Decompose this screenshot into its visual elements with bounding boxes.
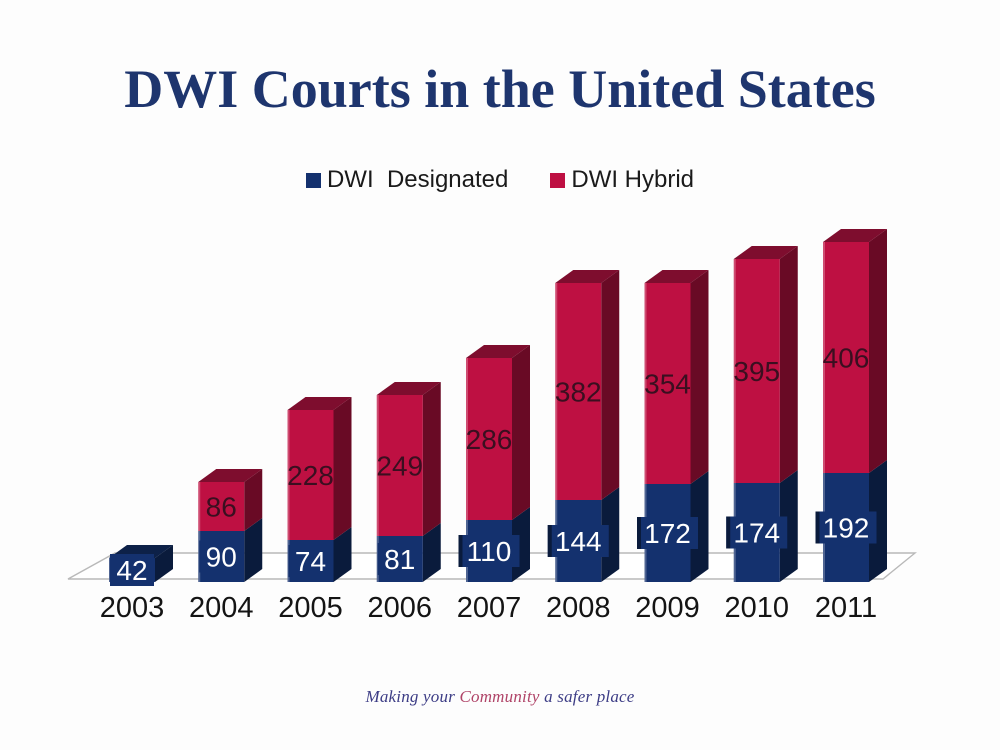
value-plate-2006 — [377, 543, 422, 575]
category-label-2008: 2008 — [546, 592, 611, 624]
bar-2006-designated-side — [422, 523, 441, 582]
category-label-2004: 2004 — [189, 592, 254, 624]
value-label-designated-2006: 81 — [384, 544, 415, 575]
bar-2005-top — [287, 397, 352, 410]
category-label-2006: 2006 — [367, 592, 432, 624]
category-label-2007: 2007 — [457, 592, 522, 624]
bar-2009-hybrid-side — [690, 270, 709, 484]
value-label-hybrid-2011: 406 — [823, 343, 870, 374]
value-plate-2011 — [815, 511, 877, 544]
value-label-hybrid-2005: 228 — [287, 460, 334, 491]
value-label-designated-2004: 90 — [206, 542, 237, 573]
value-label-designated-2003: 42 — [116, 555, 147, 586]
tagline-part-3: a safer place — [539, 687, 635, 706]
bar-2007-hybrid-front — [466, 358, 512, 520]
category-label-2009: 2009 — [635, 592, 700, 624]
value-label-hybrid-2010: 395 — [733, 356, 780, 387]
page-title: DWI Courts in the United States — [124, 59, 876, 119]
tagline-part-1: Making your — [365, 687, 460, 706]
bar-2006-hybrid-front — [376, 395, 423, 536]
category-label-2005: 2005 — [278, 592, 343, 624]
value-plate-2007 — [458, 535, 520, 567]
bar-2009-designated-side — [690, 471, 709, 582]
legend-item-designated: DWI Designated — [305, 166, 509, 194]
bar-2010-hybrid-front — [733, 259, 780, 483]
category-label-2011: 2011 — [815, 592, 877, 624]
bar-2010-top — [733, 246, 798, 259]
category-label-2010: 2010 — [724, 592, 789, 624]
bar-2008-top — [555, 270, 620, 283]
bar-2005-hybrid-front — [287, 410, 334, 540]
value-plate-2008 — [547, 525, 609, 557]
legend-label-hybrid: DWI Hybrid — [571, 166, 695, 193]
value-label-hybrid-2006: 249 — [376, 451, 423, 482]
designated-swatch-icon — [305, 172, 321, 188]
bar-2008-designated-side — [601, 487, 620, 582]
value-plate-edge-2009 — [637, 517, 641, 549]
tagline-part-2: Community — [459, 687, 540, 706]
bar-2010-hybrid-side — [779, 246, 798, 483]
category-label-2003: 2003 — [100, 592, 165, 624]
value-plate-2010 — [726, 516, 788, 549]
value-label-hybrid-2007: 286 — [466, 424, 513, 455]
bar-2008-hybrid-front — [555, 283, 602, 500]
chart-legend: DWI Designated DWI Hybrid — [0, 166, 1000, 194]
hybrid-swatch-icon — [550, 172, 566, 188]
value-label-designated-2007: 110 — [467, 536, 512, 567]
value-label-designated-2005: 74 — [295, 546, 326, 577]
value-label-designated-2009: 172 — [644, 518, 691, 549]
bar-2008-hybrid-side — [601, 270, 620, 500]
bar-2011-hybrid-side — [869, 229, 887, 473]
value-plate-2003 — [110, 554, 154, 586]
bar-2009-hybrid-front — [644, 283, 691, 484]
value-plate-edge-2011 — [815, 511, 820, 544]
bar-2003-designated-side — [155, 545, 173, 582]
bar-2007-top — [466, 345, 530, 358]
bar-2011-top — [823, 229, 887, 242]
value-plate-edge-2008 — [547, 525, 552, 557]
value-plate-2009 — [637, 517, 698, 549]
legend-item-hybrid: DWI Hybrid — [550, 166, 694, 194]
value-label-hybrid-2009: 354 — [644, 369, 691, 400]
bar-2006-top — [376, 382, 441, 395]
bar-2005-hybrid-side — [333, 397, 352, 540]
bar-2006-hybrid-side — [422, 382, 441, 536]
value-plate-2005 — [288, 545, 333, 577]
value-label-hybrid-2008: 382 — [555, 377, 602, 408]
value-label-hybrid-2004: 86 — [206, 492, 237, 523]
bar-2004-designated-side — [244, 518, 263, 582]
bar-2004-hybrid-side — [244, 469, 263, 531]
bar-2009-top — [644, 270, 709, 283]
value-label-designated-2011: 192 — [823, 513, 870, 544]
value-plate-2004 — [199, 540, 244, 573]
bar-2007-hybrid-side — [512, 345, 530, 520]
bar-2010-designated-side — [779, 470, 798, 582]
bar-2011-hybrid-front — [823, 242, 869, 473]
bar-2011-designated-side — [869, 460, 887, 582]
bar-2004-top — [198, 469, 263, 482]
bar-2005-designated-side — [333, 527, 352, 582]
legend-label-designated: DWI Designated — [326, 166, 509, 193]
value-plate-edge-2007 — [458, 535, 463, 567]
value-label-designated-2008: 144 — [555, 526, 602, 557]
bar-2004-hybrid-front — [198, 482, 245, 531]
value-plate-edge-2010 — [726, 516, 731, 549]
tagline: Making your Community a safer place — [0, 687, 1000, 707]
value-label-designated-2010: 174 — [733, 518, 780, 549]
